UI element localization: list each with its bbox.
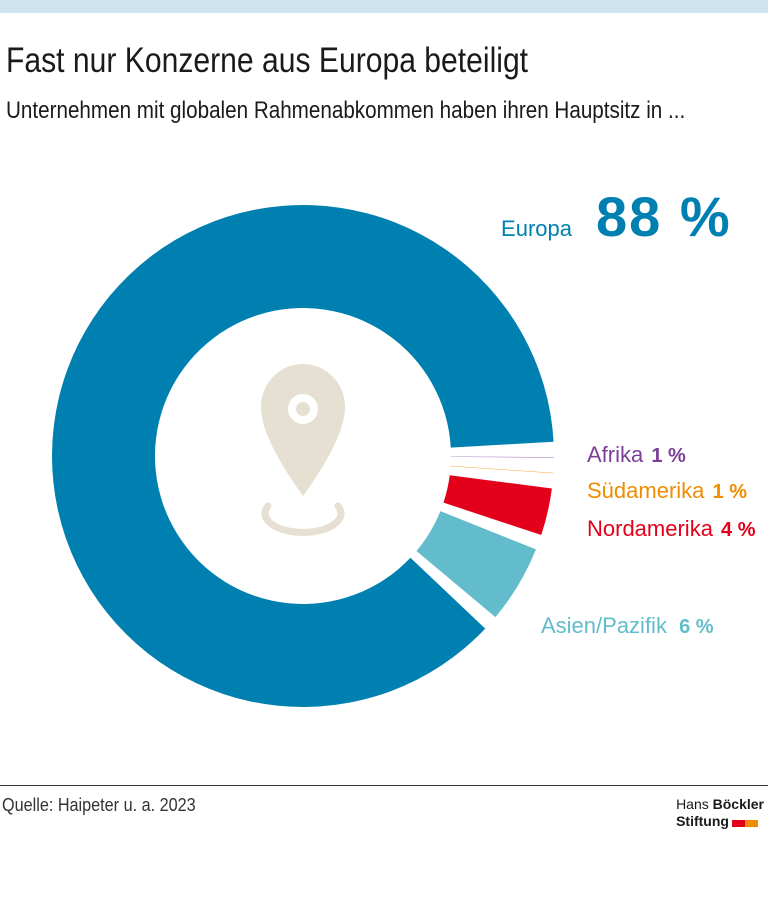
label-name-afrika: Afrika [587,442,649,467]
location-pin-icon [261,364,345,536]
label-name-nordamerika: Nordamerika [587,516,719,541]
label-nordamerika: Nordamerika 4 % [587,516,756,541]
value-asien-pazifik: 6 % [679,616,714,638]
value-nordamerika: 4 % [721,519,756,541]
slice-europa [51,205,554,708]
label-europa: Europa [501,216,573,241]
footer-rule [0,785,768,786]
label-name-südamerika: Südamerika [587,478,711,503]
logo-bar-red [731,819,745,827]
label-name-asien-pazifik: Asien/Pazifik [541,613,673,638]
logo-text-boeckler: Böckler [712,796,764,812]
logo-line-1: Hans Böckler [676,796,764,813]
source-note: Quelle: Haipeter u. a. 2023 [2,795,196,815]
logo-line-2: Stiftung [676,813,764,831]
logo-text-hans: Hans [676,796,709,812]
label-afrika: Afrika 1 % [587,442,686,467]
logo-bar-orange [744,819,758,827]
value-afrika: 1 % [651,445,686,467]
label-südamerika: Südamerika 1 % [587,478,747,503]
slice-südamerika [450,465,554,474]
value-europa: 88 % [596,185,732,248]
slice-asien-pazifik [416,511,536,618]
chart-title: Fast nur Konzerne aus Europa beteiligt [6,41,529,80]
hans-boeckler-stiftung-logo: Hans Böckler Stiftung [676,796,764,831]
top-band [0,0,768,13]
slice-nordamerika [443,475,552,536]
logo-text-stiftung: Stiftung [676,813,729,829]
donut-chart: Europa 88 %Afrika 1 %Südamerika 1 %Nordam… [51,185,756,708]
value-südamerika: 1 % [713,481,748,503]
slice-afrika [450,456,554,458]
chart-subtitle: Unternehmen mit globalen Rahmenabkommen … [6,97,686,124]
label-asien-pazifik: Asien/Pazifik 6 % [541,613,714,638]
logo-color-bars [731,814,758,831]
